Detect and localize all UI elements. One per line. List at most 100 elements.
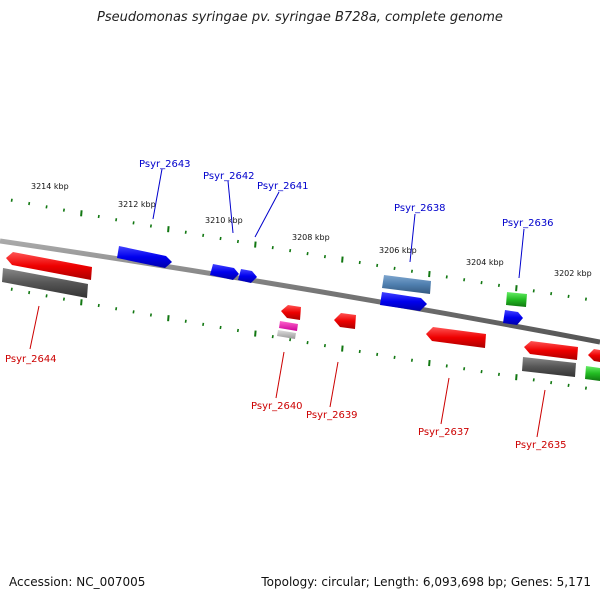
minor-tick xyxy=(271,246,274,250)
gene-label[interactable]: Psyr_2643 xyxy=(139,159,191,170)
minor-tick xyxy=(445,275,448,279)
minor-tick xyxy=(28,201,31,206)
minor-tick xyxy=(445,364,448,368)
minor-tick xyxy=(184,230,187,234)
minor-tick xyxy=(358,260,361,265)
major-tick xyxy=(341,345,344,352)
minor-tick xyxy=(219,325,222,330)
major-tick xyxy=(515,374,518,381)
minor-tick xyxy=(219,236,222,241)
major-tick xyxy=(428,271,431,278)
minor-tick xyxy=(376,352,379,357)
minor-tick xyxy=(132,310,135,314)
tick-label: 3210 kbp xyxy=(205,216,243,225)
minor-tick xyxy=(567,294,570,298)
gene-psyr-2640-c[interactable] xyxy=(277,330,296,339)
gene-label[interactable]: Psyr_2635 xyxy=(515,440,567,451)
gene-psyr-2641[interactable] xyxy=(238,269,257,283)
gene-right-edge-a[interactable] xyxy=(588,349,600,362)
gene-psyr-2638-b[interactable] xyxy=(380,292,427,311)
minor-tick xyxy=(289,249,292,253)
minor-tick xyxy=(97,303,100,308)
gene-label[interactable]: Psyr_2640 xyxy=(251,401,303,412)
minor-tick xyxy=(10,287,13,291)
gene-psyr-2639[interactable] xyxy=(334,313,356,329)
gene-psyr-2643[interactable] xyxy=(117,246,172,268)
minor-tick xyxy=(28,290,31,295)
major-tick xyxy=(428,360,431,367)
gene-label[interactable]: Psyr_2638 xyxy=(394,203,446,214)
tick-label: 3212 kbp xyxy=(118,200,156,209)
tick-label: 3208 kbp xyxy=(292,233,330,242)
tick-track-upper xyxy=(10,198,587,301)
genome-backbone xyxy=(0,238,600,345)
minor-tick xyxy=(236,239,239,244)
gene-psyr-2644-a[interactable] xyxy=(6,252,92,280)
minor-tick xyxy=(480,280,483,285)
minor-tick xyxy=(236,328,239,333)
gene-psyr-2640-b[interactable] xyxy=(279,321,298,331)
minor-tick xyxy=(149,313,152,317)
major-tick xyxy=(254,241,257,248)
minor-tick xyxy=(410,358,413,362)
genome-summary-text: Topology: circular; Length: 6,093,698 bp… xyxy=(261,575,591,589)
minor-tick xyxy=(410,269,413,273)
gene-label[interactable]: Psyr_2642 xyxy=(203,171,255,182)
minor-tick xyxy=(393,266,396,270)
tick-label: 3204 kbp xyxy=(466,258,504,267)
minor-tick xyxy=(271,335,274,339)
gene-psyr-2635-b[interactable] xyxy=(522,357,576,377)
top-leader-lines xyxy=(152,168,525,279)
minor-tick xyxy=(323,343,326,348)
minor-tick xyxy=(149,224,152,228)
bottom-leader-lines xyxy=(29,305,546,438)
minor-tick xyxy=(115,218,118,222)
major-tick xyxy=(167,315,170,322)
minor-tick xyxy=(45,294,48,298)
minor-tick xyxy=(532,378,535,382)
minor-tick xyxy=(376,263,379,268)
major-tick xyxy=(80,299,83,306)
minor-tick xyxy=(289,338,292,342)
gene-label[interactable]: Psyr_2644 xyxy=(5,354,57,365)
major-tick xyxy=(341,256,344,263)
minor-tick xyxy=(306,252,309,256)
gene-label[interactable]: Psyr_2639 xyxy=(306,410,358,421)
tick-label: 3206 kbp xyxy=(379,246,417,255)
minor-tick xyxy=(497,372,500,377)
minor-tick xyxy=(132,221,135,225)
tick-label: 3202 kbp xyxy=(554,269,592,278)
gene-psyr-2636-b[interactable] xyxy=(503,310,523,325)
gene-psyr-2636-a[interactable] xyxy=(506,292,527,307)
minor-tick xyxy=(463,278,466,282)
minor-tick xyxy=(550,292,553,296)
minor-tick xyxy=(480,369,483,374)
map-title: Pseudomonas syringae pv. syringae B728a,… xyxy=(97,10,503,25)
minor-tick xyxy=(532,289,535,293)
minor-tick xyxy=(550,381,553,385)
minor-tick xyxy=(306,341,309,345)
gene-psyr-2635-a[interactable] xyxy=(524,341,578,360)
gene-label[interactable]: Psyr_2637 xyxy=(418,427,470,438)
minor-tick xyxy=(10,198,13,202)
minor-tick xyxy=(463,367,466,371)
gene-psyr-2637[interactable] xyxy=(426,327,486,348)
minor-tick xyxy=(584,386,587,390)
gene-label[interactable]: Psyr_2636 xyxy=(502,218,554,229)
gene-psyr-2644-b[interactable] xyxy=(2,268,88,298)
gene-label[interactable]: Psyr_2641 xyxy=(257,181,309,192)
gene-right-edge-b[interactable] xyxy=(585,366,600,381)
gene-psyr-2642[interactable] xyxy=(210,264,239,280)
major-tick xyxy=(167,226,170,233)
minor-tick xyxy=(393,355,396,359)
minor-tick xyxy=(584,297,587,301)
accession-text: Accession: NC_007005 xyxy=(9,575,146,589)
gene-psyr-2638-a[interactable] xyxy=(382,275,431,294)
gene-psyr-2640-a[interactable] xyxy=(281,305,301,320)
minor-tick xyxy=(497,283,500,288)
minor-tick xyxy=(97,214,100,219)
minor-tick xyxy=(323,254,326,259)
tick-track-lower xyxy=(10,287,587,390)
major-tick xyxy=(254,330,257,337)
